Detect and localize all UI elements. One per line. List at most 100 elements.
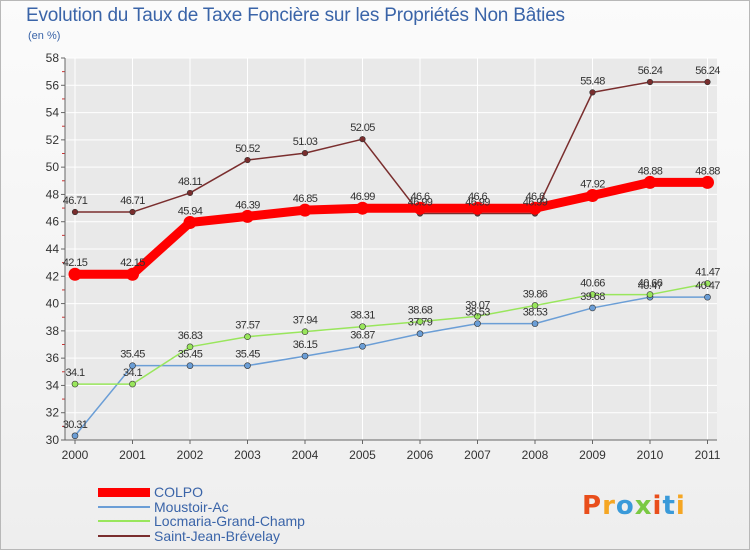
data-point-moustoir-ac bbox=[244, 362, 251, 369]
data-point-moustoir-ac bbox=[301, 352, 309, 360]
legend-item-moustoir-ac: Moustoir-Ac bbox=[98, 498, 305, 515]
legend-swatch bbox=[98, 505, 150, 508]
data-point-saint-jean-br-velay bbox=[589, 89, 596, 96]
data-label-colpo: 46.39 bbox=[235, 199, 260, 211]
data-point-colpo bbox=[68, 267, 82, 281]
x-tick-label: 2000 bbox=[62, 448, 89, 462]
chart-title: Evolution du Taux de Taxe Foncière sur l… bbox=[26, 5, 565, 26]
x-tick-label: 2009 bbox=[579, 448, 606, 462]
logo-letter: i bbox=[652, 491, 663, 521]
x-tick-label: 2011 bbox=[695, 448, 721, 462]
data-label-saint-jean-br-velay: 46.99 bbox=[465, 197, 490, 209]
data-label-locmaria-grand-champ: 39.07 bbox=[465, 299, 490, 311]
legend-swatch bbox=[98, 520, 150, 522]
data-label-locmaria-grand-champ: 39.86 bbox=[523, 288, 548, 300]
data-point-moustoir-ac bbox=[129, 362, 136, 369]
y-tick-label: 48 bbox=[46, 187, 60, 201]
data-label-moustoir-ac: 30.31 bbox=[63, 419, 88, 431]
data-label-saint-jean-br-velay: 55.48 bbox=[580, 75, 605, 87]
data-label-colpo: 46.6 bbox=[410, 191, 429, 203]
data-label-saint-jean-br-velay: 48.11 bbox=[178, 176, 202, 188]
data-label-moustoir-ac: 38.53 bbox=[465, 307, 490, 319]
data-label-locmaria-grand-champ: 40.66 bbox=[638, 278, 663, 290]
series-line-colpo bbox=[70, 177, 712, 279]
data-point-locmaria-grand-champ bbox=[474, 312, 481, 320]
data-label-saint-jean-br-velay: 50.52 bbox=[235, 143, 260, 155]
x-tick-label: 2007 bbox=[464, 448, 491, 462]
data-point-locmaria-grand-champ bbox=[186, 343, 194, 351]
x-tick-label: 2003 bbox=[234, 448, 261, 462]
data-label-colpo: 42.15 bbox=[63, 257, 88, 269]
x-tick-label: 2004 bbox=[292, 448, 319, 462]
data-point-locmaria-grand-champ bbox=[301, 328, 309, 335]
data-label-locmaria-grand-champ: 40.66 bbox=[580, 278, 605, 290]
y-tick-label: 56 bbox=[46, 78, 60, 92]
data-point-locmaria-grand-champ bbox=[646, 291, 654, 298]
logo-letter: r bbox=[602, 491, 616, 521]
data-point-colpo bbox=[126, 267, 139, 281]
data-point-locmaria-grand-champ bbox=[71, 380, 79, 388]
legend-swatch bbox=[98, 487, 150, 497]
y-tick-label: 38 bbox=[46, 324, 60, 338]
data-label-locmaria-grand-champ: 41.47 bbox=[695, 267, 720, 279]
data-point-moustoir-ac bbox=[474, 320, 481, 327]
proxiti-logo: Proxiti bbox=[582, 491, 686, 521]
data-point-saint-jean-br-velay bbox=[301, 149, 309, 157]
data-point-moustoir-ac bbox=[359, 342, 366, 350]
data-point-locmaria-grand-champ bbox=[244, 333, 251, 341]
data-label-saint-jean-br-velay: 46.99 bbox=[523, 197, 548, 209]
data-point-locmaria-grand-champ bbox=[129, 380, 136, 388]
data-label-saint-jean-br-velay: 46.71 bbox=[63, 195, 88, 207]
y-tick-label: 32 bbox=[46, 406, 60, 420]
data-label-moustoir-ac: 38.53 bbox=[523, 307, 548, 319]
y-tick-label: 40 bbox=[46, 297, 60, 311]
data-point-moustoir-ac bbox=[71, 432, 79, 440]
logo-letter: i bbox=[675, 491, 686, 521]
data-point-colpo bbox=[241, 209, 254, 223]
data-label-saint-jean-br-velay: 46.99 bbox=[408, 197, 433, 209]
data-label-locmaria-grand-champ: 37.57 bbox=[235, 320, 260, 332]
data-point-moustoir-ac bbox=[416, 330, 424, 338]
y-tick-label: 34 bbox=[46, 378, 60, 392]
y-tick-label: 44 bbox=[46, 242, 60, 256]
x-tick-label: 2006 bbox=[407, 448, 434, 462]
data-point-saint-jean-br-velay bbox=[704, 78, 711, 86]
y-tick-label: 54 bbox=[46, 106, 60, 120]
data-label-moustoir-ac: 39.68 bbox=[580, 291, 605, 303]
y-tick-label: 30 bbox=[46, 433, 60, 447]
x-tick-label: 2010 bbox=[637, 448, 664, 462]
series-line-saint-jean-br-velay bbox=[74, 81, 709, 215]
data-point-colpo bbox=[183, 216, 197, 230]
legend-swatch bbox=[98, 534, 150, 537]
legend-label: Locmaria-Grand-Champ bbox=[154, 513, 305, 529]
data-point-moustoir-ac bbox=[186, 362, 194, 369]
data-point-saint-jean-br-velay bbox=[646, 78, 654, 86]
data-label-locmaria-grand-champ: 37.94 bbox=[293, 315, 318, 327]
x-tick-label: 2005 bbox=[349, 448, 376, 462]
data-label-colpo: 48.88 bbox=[638, 165, 663, 177]
data-label-locmaria-grand-champ: 34.1 bbox=[123, 367, 142, 379]
data-point-colpo bbox=[356, 201, 369, 215]
y-tick-label: 42 bbox=[46, 269, 60, 283]
y-tick-label: 52 bbox=[46, 133, 60, 147]
data-label-locmaria-grand-champ: 34.1 bbox=[65, 367, 84, 379]
data-label-colpo: 45.94 bbox=[178, 206, 203, 218]
data-point-locmaria-grand-champ bbox=[531, 302, 539, 309]
data-label-locmaria-grand-champ: 38.68 bbox=[408, 305, 433, 317]
data-label-saint-jean-br-velay: 46.71 bbox=[120, 195, 145, 207]
data-label-colpo: 42.15 bbox=[120, 257, 145, 269]
data-label-colpo: 47.92 bbox=[580, 179, 605, 191]
legend-item-locmaria-grand-champ: Locmaria-Grand-Champ bbox=[98, 514, 305, 529]
data-point-locmaria-grand-champ bbox=[704, 280, 711, 287]
data-point-locmaria-grand-champ bbox=[359, 323, 366, 330]
legend-label: Moustoir-Ac bbox=[154, 498, 229, 515]
data-point-saint-jean-br-velay bbox=[359, 136, 366, 143]
data-point-saint-jean-br-velay bbox=[244, 156, 251, 164]
data-label-saint-jean-br-velay: 52.05 bbox=[350, 122, 375, 134]
data-label-saint-jean-br-velay: 56.24 bbox=[638, 65, 663, 77]
data-point-colpo bbox=[471, 201, 484, 215]
data-label-colpo: 46.6 bbox=[468, 191, 487, 203]
logo-letter: P bbox=[582, 491, 603, 521]
data-label-saint-jean-br-velay: 51.03 bbox=[293, 136, 318, 148]
